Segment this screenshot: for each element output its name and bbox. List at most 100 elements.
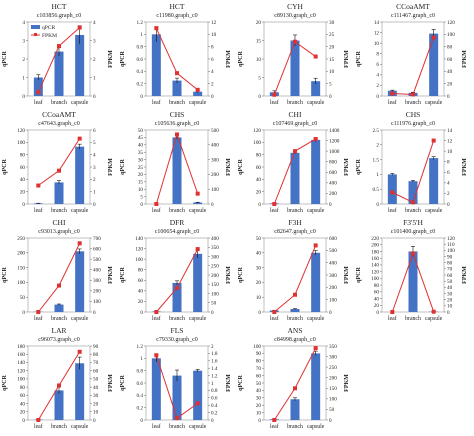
y-tick-label: 20 [20, 189, 26, 195]
y-tick-label: 60 [256, 165, 262, 171]
x-tick-label: branch [51, 424, 67, 430]
y-tick-label: 0.5 [373, 187, 380, 193]
y2-axis-label: FPKM [462, 158, 468, 176]
y2-tick-label: 1.2 [211, 373, 218, 379]
y2-tick-label: 70 [93, 360, 99, 366]
x-tick-label: branch [169, 208, 185, 214]
y-tick-label: 40 [20, 401, 26, 407]
y2-tick-label: 6 [93, 128, 96, 134]
x-tick-label: branch [51, 208, 67, 214]
y2-tick-label: 0 [329, 202, 332, 208]
fpkm-point [432, 35, 436, 39]
x-tick-label: branch [287, 424, 303, 430]
y2-tick-label: 400 [329, 181, 337, 187]
fpkm-point [314, 346, 318, 350]
y2-tick-label: 300 [211, 157, 219, 163]
y-tick-label: 140 [371, 263, 379, 269]
y2-tick-label: 50 [93, 377, 99, 383]
y-tick-label: 1.2 [137, 20, 144, 26]
chart-panel: HCTc11980.graph_c000.20.40.60.811.202468… [120, 2, 232, 106]
fpkm-point [293, 40, 297, 44]
y2-tick-label: 10 [211, 32, 217, 38]
fpkm-point [272, 93, 276, 97]
y2-tick-label: 100 [211, 291, 219, 297]
y2-axis-label: FPKM [108, 158, 114, 176]
fpkm-point [78, 137, 82, 141]
y2-tick-label: 110 [447, 242, 455, 248]
fpkm-point [432, 139, 436, 143]
fpkm-point [314, 137, 318, 141]
chart-title: F3'5'H [403, 218, 423, 227]
y2-tick-label: 2 [93, 177, 96, 183]
y-tick-label: 80 [256, 152, 262, 158]
y-tick-label: 10 [256, 295, 262, 301]
x-tick-label: capsule [307, 316, 325, 322]
y-tick-label: 0 [376, 310, 379, 316]
y-tick-label: 30 [256, 396, 262, 402]
y2-tick-label: 200 [329, 191, 337, 197]
y2-tick-label: 90 [93, 344, 99, 350]
y-axis-label: qPCR [356, 267, 362, 283]
y-tick-label: 120 [371, 269, 379, 275]
fpkm-point [293, 293, 297, 297]
y-tick-label: 60 [138, 278, 144, 284]
y-tick-label: 10 [256, 57, 262, 63]
x-tick-label: leaf [152, 423, 161, 430]
fpkm-point [36, 418, 40, 422]
chart-title: LAR [52, 326, 67, 335]
chart-title: CHI [289, 110, 302, 119]
y-tick-label: 0.8 [137, 368, 144, 374]
y-tick-label: 0 [140, 94, 143, 100]
y-tick-label: 0.2 [137, 405, 144, 411]
y-tick-label: 0 [258, 310, 261, 316]
x-tick-label: leaf [34, 99, 43, 106]
y-tick-label: 35 [138, 150, 144, 156]
y-tick-label: 50 [20, 295, 26, 301]
y2-tick-label: 2 [93, 57, 96, 63]
x-tick-label: branch [51, 100, 67, 106]
y2-tick-label: 25 [329, 32, 335, 38]
x-tick-label: branch [287, 208, 303, 214]
y-axis-label: qPCR [120, 375, 126, 391]
y2-tick-label: 4 [93, 152, 96, 158]
qpcr-bar [152, 34, 161, 96]
y2-tick-label: 8 [211, 44, 214, 50]
y2-tick-label: 400 [329, 260, 337, 266]
y2-tick-label: 100 [329, 397, 337, 403]
chart-title: CHS [406, 110, 421, 119]
legend-label-fpkm: FPKM [42, 33, 57, 39]
y-tick-label: 0.2 [137, 81, 144, 87]
fpkm-point [175, 416, 179, 420]
y-tick-label: 50 [256, 236, 262, 242]
qpcr-bar [429, 158, 438, 204]
y2-tick-label: 20 [447, 81, 453, 87]
fpkm-line [274, 245, 315, 312]
y2-tick-label: 0 [93, 310, 96, 316]
y2-tick-label: 1 [211, 381, 214, 387]
y-tick-label: 60 [374, 290, 380, 296]
y-axis-label: qPCR [2, 159, 8, 175]
fpkm-line [392, 37, 433, 94]
chart-subtitle: c93013.graph_c0 [38, 229, 80, 235]
fpkm-point [196, 401, 200, 405]
fpkm-point [390, 92, 394, 96]
y2-tick-label: 250 [211, 264, 219, 270]
chart-title: CHI [53, 218, 66, 227]
y-tick-label: 20 [138, 299, 144, 305]
y-tick-label: 0.4 [137, 393, 144, 399]
y2-axis-label: FPKM [226, 374, 232, 392]
x-tick-label: capsule [71, 100, 89, 106]
qpcr-bar [193, 371, 202, 420]
y2-tick-label: 300 [211, 254, 219, 260]
y2-tick-label: 400 [211, 236, 219, 242]
legend-marker-fpkm [34, 33, 37, 36]
x-tick-label: capsule [425, 208, 443, 214]
y-tick-label: 1 [376, 172, 379, 178]
chart-panel: F3'5'Hc101400.graph_c0020406080100120140… [356, 218, 468, 322]
fpkm-point [272, 202, 276, 206]
y-tick-label: 200 [17, 251, 25, 257]
chart-panel: CHIc107469.graph_c0020406080100120020040… [238, 110, 350, 214]
chart-title: FLS [171, 326, 184, 335]
y-tick-label: 20 [138, 172, 144, 178]
x-tick-label: branch [405, 100, 421, 106]
